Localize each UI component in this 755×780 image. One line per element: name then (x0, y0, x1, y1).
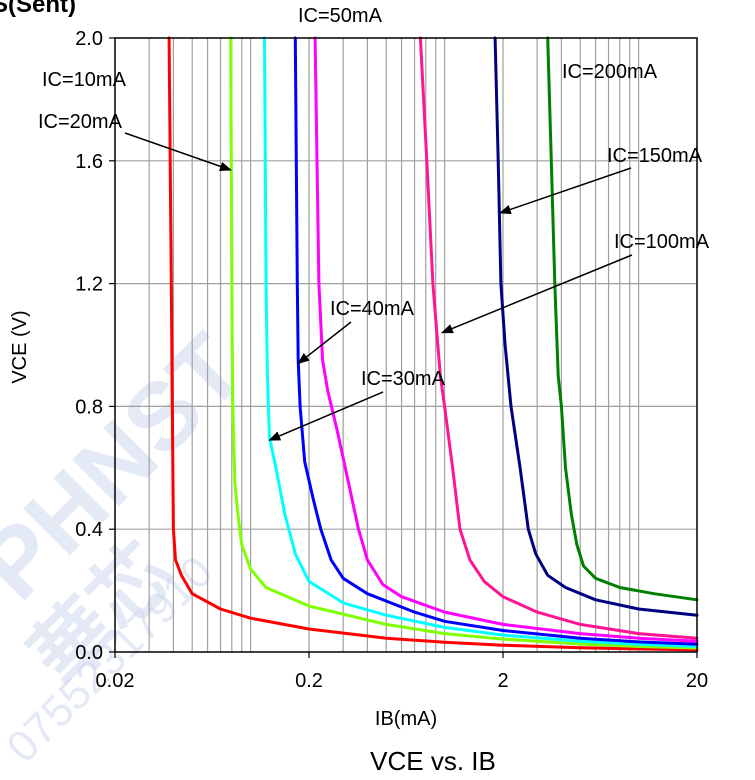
annotation-label: IC=20mA (38, 111, 123, 133)
series-line (313, 36, 699, 643)
series-line (493, 36, 699, 617)
ticks: 0.02 0.2 2 20 0.0 0.4 0.8 1.2 1.6 2.0 (75, 28, 708, 692)
x-tick-label: 2 (497, 670, 508, 692)
y-tick-label: 0.0 (75, 642, 103, 664)
header-fragment: S(Sent) (0, 0, 76, 18)
series-line (546, 36, 699, 602)
series-line (418, 36, 699, 640)
annotation-label: IC=40mA (330, 298, 415, 320)
series-line (263, 36, 699, 648)
annotations: IC=10mA IC=20mA IC=30mA IC=40mA IC=50mA IC=10… (38, 5, 710, 441)
annotation-arrow (297, 321, 352, 365)
annotation-arrow (440, 254, 633, 334)
x-tick-label: 20 (686, 670, 708, 692)
series-layer (167, 36, 699, 652)
series-line (229, 36, 699, 650)
x-tick-label: 0.2 (295, 670, 323, 692)
annotation-arrow (124, 132, 232, 171)
x-axis-label: IB(mA) (375, 708, 437, 730)
y-tick-label: 2.0 (75, 28, 103, 50)
y-tick-label: 0.4 (75, 519, 103, 541)
annotation-arrow (498, 167, 632, 215)
series-line (167, 36, 699, 652)
x-tick-label: 0.02 (96, 670, 135, 692)
plot-frame (114, 37, 698, 653)
chart-title: VCE vs. IB (370, 746, 496, 776)
annotation-label: IC=200mA (562, 61, 658, 83)
series-line (293, 36, 699, 646)
y-tick-label: 1.6 (75, 151, 103, 173)
y-tick-label: 0.8 (75, 396, 103, 418)
annotation-label: IC=50mA (298, 5, 383, 27)
annotation-label: IC=10mA (42, 69, 127, 91)
annotation-arrow (268, 391, 384, 441)
watermark: PHNST 華芯 07552317910 (0, 314, 265, 772)
annotation-label: IC=30mA (361, 368, 446, 390)
y-axis-label: VCE (V) (9, 310, 31, 383)
annotation-label: IC=150mA (607, 145, 703, 167)
y-tick-label: 1.2 (75, 274, 103, 296)
annotation-label: IC=100mA (614, 231, 710, 253)
